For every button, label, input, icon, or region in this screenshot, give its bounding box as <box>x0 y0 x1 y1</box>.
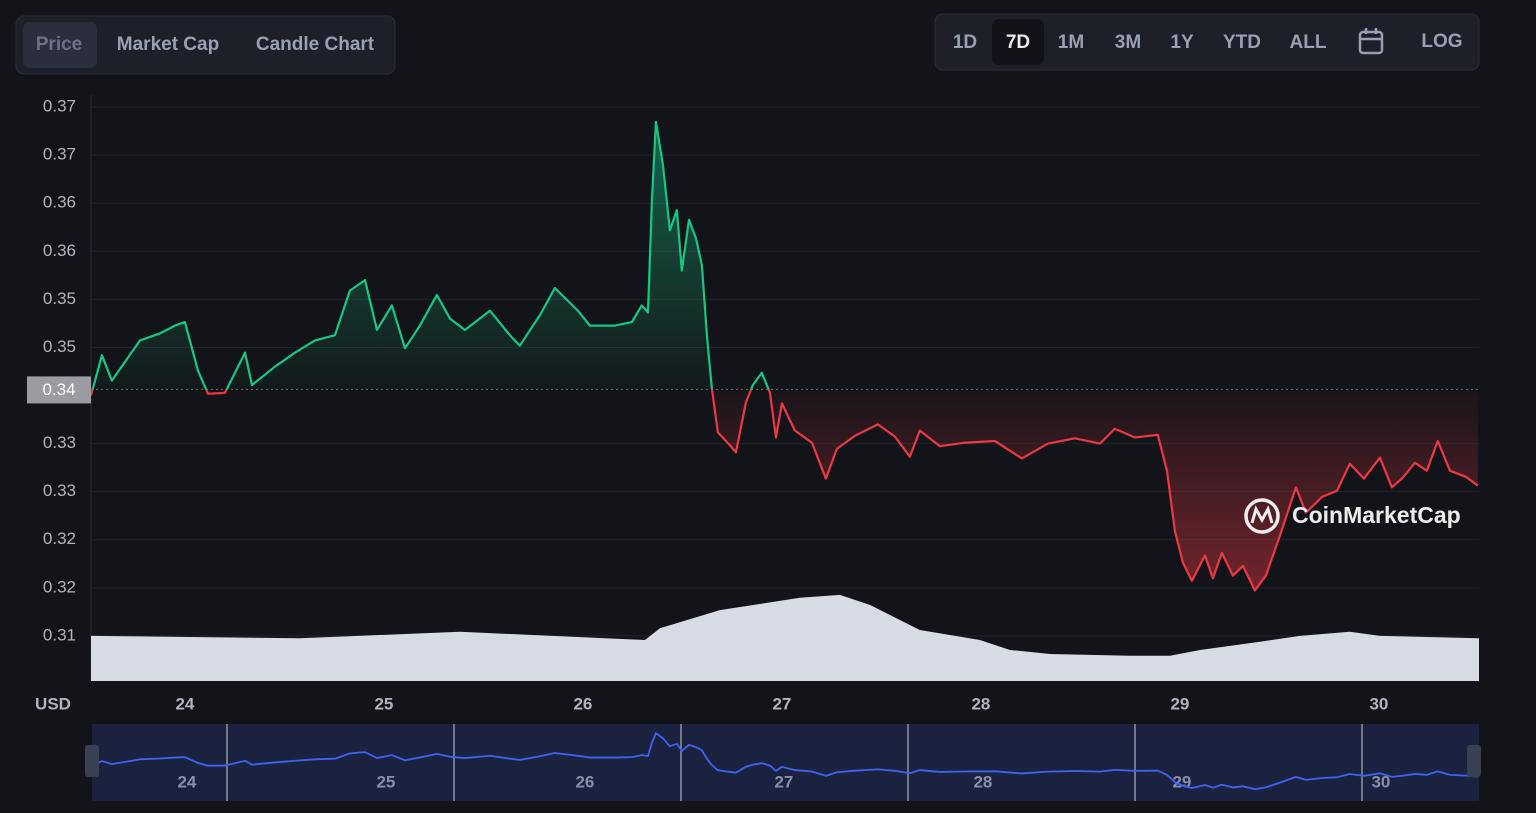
x-tick-label: 25 <box>374 694 393 713</box>
y-tick-label: 0.37 <box>43 145 76 164</box>
navigator-handle-right[interactable] <box>1467 745 1481 777</box>
y-tick-label: 0.32 <box>43 529 76 548</box>
current-price-tag <box>27 376 91 404</box>
y-tick-label: 0.32 <box>43 577 76 596</box>
range-all[interactable]: ALL <box>1290 32 1327 53</box>
navigator-handle-left[interactable] <box>85 745 99 777</box>
y-tick-label: 0.33 <box>43 433 76 452</box>
x-tick-label: 30 <box>1369 694 1388 713</box>
tab-group <box>15 15 396 75</box>
navigator-tick-label: 28 <box>973 772 992 791</box>
y-tick-label: 0.37 <box>43 97 76 116</box>
y-tick-label: 0.36 <box>43 193 76 212</box>
price-line <box>89 120 1479 592</box>
navigator-tick-label: 25 <box>376 772 395 791</box>
x-tick-label: 24 <box>175 694 194 713</box>
range-group <box>934 13 1480 71</box>
y-tick-label: 0.36 <box>43 241 76 260</box>
active-tab-bg <box>23 22 97 68</box>
tab-candle-chart[interactable]: Candle Chart <box>256 34 375 55</box>
price-area <box>91 121 1478 591</box>
range-7d[interactable]: 7D <box>1006 32 1030 53</box>
x-tick-label: 28 <box>971 694 990 713</box>
current-price-label: 0.34 <box>42 380 75 399</box>
x-tick-label: 29 <box>1170 694 1189 713</box>
navigator-content: 24 25 26 27 28 29 30 <box>90 724 1478 801</box>
active-range-bg <box>992 19 1044 65</box>
log-toggle[interactable]: LOG <box>1421 31 1462 52</box>
y-tick-label: 0.31 <box>43 625 76 644</box>
navigator-tick-label: 24 <box>177 772 196 791</box>
watermark: CoinMarketCap <box>1244 498 1461 534</box>
x-tick-label: 26 <box>573 694 592 713</box>
range-1m[interactable]: 1M <box>1058 32 1084 53</box>
range-1d[interactable]: 1D <box>953 32 977 53</box>
tab-price[interactable]: Price <box>36 34 82 55</box>
volume-area <box>91 594 1479 681</box>
tab-market-cap[interactable]: Market Cap <box>117 34 219 55</box>
plot-area: 0.31 0.32 0.32 0.33 0.33 0.35 0.35 0.36 0.36 0.37… <box>27 95 1479 713</box>
navigator-tick-label: 27 <box>774 772 793 791</box>
navigator-line <box>90 731 1478 791</box>
y-tick-label: 0.33 <box>43 481 76 500</box>
y-tick-label: 0.35 <box>43 289 76 308</box>
currency-label: USD <box>35 694 71 713</box>
range-ytd[interactable]: YTD <box>1223 32 1261 53</box>
navigator-tick-label: 30 <box>1371 772 1390 791</box>
y-tick-label: 0.35 <box>43 337 76 356</box>
calendar-button[interactable] <box>1358 28 1384 55</box>
navigator-tick-label: 26 <box>575 772 594 791</box>
watermark-text: CoinMarketCap <box>1292 502 1461 528</box>
x-tick-label: 27 <box>772 694 791 713</box>
range-3m[interactable]: 3M <box>1115 32 1141 53</box>
range-1y[interactable]: 1Y <box>1170 32 1194 53</box>
